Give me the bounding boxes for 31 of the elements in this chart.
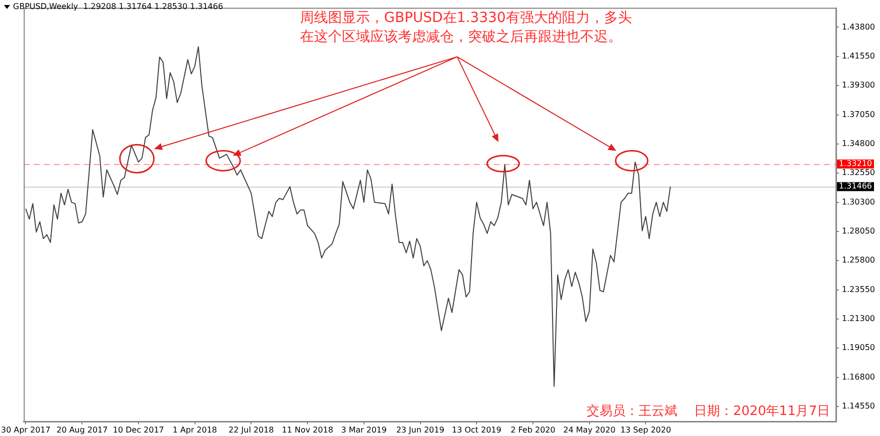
ref-line-label: 1.33210 (838, 159, 872, 168)
x-tick-label: 30 Apr 2017 (1, 425, 50, 434)
x-tick-label: 24 May 2020 (563, 425, 616, 434)
y-tick-label: 1.28050 (842, 226, 876, 236)
x-tick-label: 10 Dec 2017 (112, 425, 164, 434)
chart-title: GBPUSD,Weekly 1.29208 1.31764 1.28530 1.31466 (13, 2, 224, 11)
y-tick-label: 1.30300 (842, 197, 876, 206)
y-tick-label: 1.16800 (842, 372, 876, 382)
y-tick-label: 1.21300 (842, 314, 876, 324)
x-tick-label: 1 Apr 2018 (172, 425, 218, 434)
ref-line-label: 1.31466 (838, 182, 872, 191)
x-tick-label: 13 Sep 2020 (620, 425, 672, 434)
y-tick-label: 1.43800 (842, 22, 876, 32)
x-tick-label: 22 Jul 2018 (228, 425, 274, 434)
y-tick-label: 1.34800 (842, 139, 876, 148)
annotation: 交易员：王云斌 日期：2020年11月7日 (586, 402, 830, 420)
y-tick-label: 1.37050 (842, 110, 876, 119)
y-tick-label: 1.39300 (842, 80, 876, 90)
x-tick-label: 20 Aug 2017 (56, 425, 108, 434)
y-tick-label: 1.41550 (842, 52, 876, 60)
y-tick-label: 1.32550 (842, 168, 876, 178)
x-tick-label: 2 Feb 2020 (510, 425, 556, 434)
y-tick-label: 1.19050 (842, 343, 876, 352)
y-tick-label: 1.14550 (842, 402, 876, 411)
x-tick-label: 11 Nov 2018 (282, 425, 334, 434)
y-tick-label: 1.25800 (842, 256, 876, 265)
annotation: 周线图显示，GBPUSD在1.3330有强大的阻力，多头在这个区域应该考虑减仓，突破之后再跟进也不迟。 (300, 9, 633, 47)
x-tick-label: 3 Mar 2019 (341, 425, 387, 434)
x-tick-label: 23 Jun 2019 (396, 425, 444, 434)
y-tick-label: 1.23550 (842, 284, 876, 294)
x-tick-label: 13 Oct 2019 (452, 425, 502, 434)
